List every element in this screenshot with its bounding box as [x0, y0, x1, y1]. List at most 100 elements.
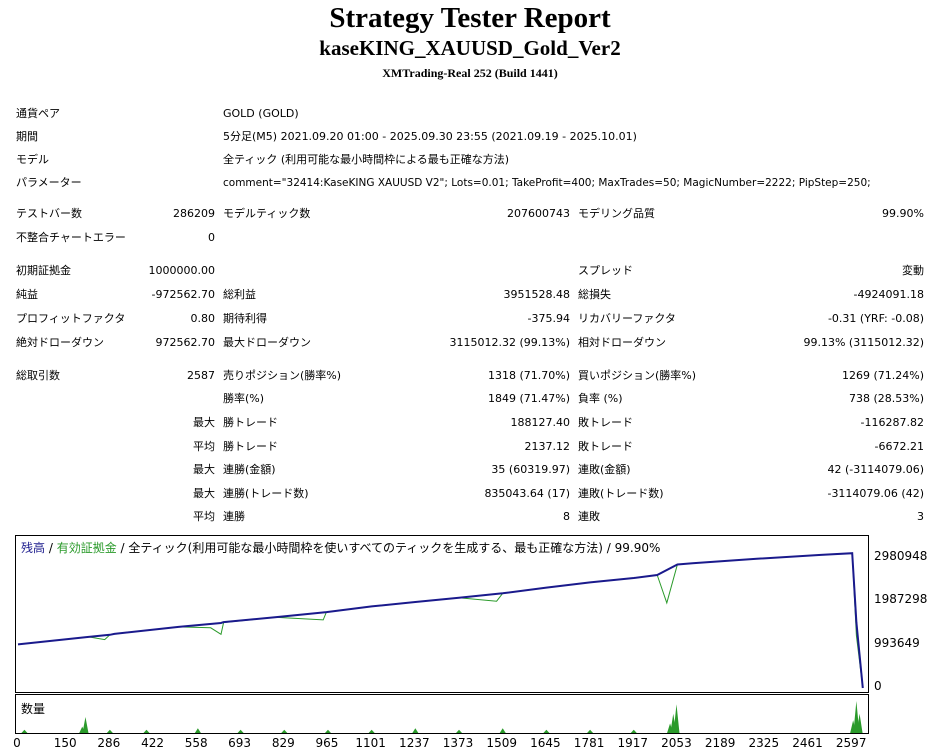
maxdd-value: 3115012.32 (99.13%): [449, 336, 570, 349]
lossrate-value: 738 (28.53%): [848, 392, 924, 405]
avg-cons-loss-label: 連敗: [578, 510, 600, 523]
volume-bar: [587, 729, 594, 733]
long-label: 買いポジション(勝率%): [578, 369, 697, 382]
reldd-value: 99.13% (3115012.32): [803, 336, 924, 349]
x-tick-label: 965: [315, 736, 339, 750]
model-value: 全ティック (利用可能な最小時間枠による最も正確な方法): [223, 153, 510, 166]
volume-bar: [856, 713, 863, 733]
x-tick-label: 829: [271, 736, 295, 750]
x-tick-label: 286: [97, 736, 121, 750]
period-value: 5分足(M5) 2021.09.20 01:00 - 2025.09.30 23…: [223, 130, 637, 143]
balance-chart: 残高 / 有効証拠金 / 全ティック(利用可能な最小時間枠を使いすべてのティック…: [15, 535, 869, 693]
report-title: Strategy Tester Report: [329, 2, 611, 34]
netprofit-label: 純益: [16, 288, 38, 301]
expected-value: -375.94: [527, 312, 570, 325]
x-tick-label: 0: [13, 736, 21, 750]
volume-bar: [106, 729, 113, 733]
reldd-label: 相対ドローダウン: [578, 336, 666, 349]
mismatch-value: 0: [208, 231, 215, 244]
cons-wins-money-value: 35 (60319.97): [491, 463, 570, 476]
volume-chart: 数量: [15, 694, 869, 734]
short-label: 売りポジション(勝率%): [223, 369, 342, 382]
avg-loss-label: 敗トレード: [578, 440, 633, 453]
x-tick-label: 1509: [486, 736, 517, 750]
volume-bar: [499, 728, 506, 733]
lossrate-label: 負率 (%): [578, 392, 623, 405]
grossprofit-value: 3951528.48: [503, 288, 570, 301]
pf-label: プロフィットファクタ: [16, 312, 126, 325]
expected-label: 期待利得: [223, 312, 267, 325]
largest-win-label: 勝トレード: [223, 416, 278, 429]
equity-line: [17, 552, 864, 689]
avg-cons-wins-label: 連勝: [223, 510, 245, 523]
cons-loss-money-label: 連敗(金額): [578, 463, 631, 476]
chart-legend: 残高 / 有効証拠金 / 全ティック(利用可能な最小時間枠を使いすべてのティック…: [21, 539, 660, 556]
volume-bar: [281, 729, 288, 733]
avg-cons-wins-value: 8: [563, 510, 570, 523]
grossprofit-label: 総利益: [223, 288, 256, 301]
avg-label: 平均: [193, 440, 215, 453]
deposit-label: 初期証拠金: [16, 264, 71, 277]
balance-chart-svg: [17, 552, 864, 689]
x-tick-label: 1237: [399, 736, 430, 750]
volume-bar: [673, 704, 680, 733]
short-value: 1318 (71.70%): [487, 369, 570, 382]
spread-value: 変動: [902, 264, 924, 277]
x-tick-label: 1781: [573, 736, 605, 750]
max-label: 最大: [193, 416, 215, 429]
x-tick-label: 2053: [661, 736, 692, 750]
avg-label-2: 平均: [193, 510, 215, 523]
max-label-3: 最大: [193, 487, 215, 500]
bars-label: テストバー数: [16, 207, 82, 220]
recovery-value: -0.31 (YRF: -0.08): [827, 312, 924, 325]
x-tick-label: 558: [184, 736, 208, 750]
params-label: パラメーター: [16, 176, 82, 189]
largest-win-value: 188127.40: [510, 416, 571, 429]
cons-loss-count-value: -3114079.06 (42): [827, 487, 924, 500]
cons-wins-count-value: 835043.64 (17): [484, 487, 570, 500]
pair-label: 通貨ペア: [16, 107, 60, 120]
volume-bar: [143, 729, 150, 733]
legend-balance: 残高: [21, 541, 46, 555]
report-subtitle: kaseKING_XAUUSD_Gold_Ver2: [319, 36, 621, 60]
volume-bar: [194, 728, 201, 733]
y-tick-label: 1987298: [874, 592, 928, 607]
model-label: モデル: [16, 153, 49, 166]
x-tick-label: 1645: [530, 736, 561, 750]
x-tick-label: 2597: [835, 736, 867, 750]
balance-line: [17, 552, 864, 689]
avg-loss-value: -6672.21: [874, 440, 924, 453]
x-tick-label: 2325: [748, 736, 780, 750]
volume-chart-svg: [21, 701, 863, 733]
largest-loss-value: -116287.82: [860, 416, 924, 429]
legend-equity: 有効証拠金: [56, 541, 117, 555]
cons-wins-money-label: 連勝(金額): [223, 463, 276, 476]
volume-bar: [21, 729, 28, 733]
maxdd-label: 最大ドローダウン: [223, 336, 311, 349]
volume-bar: [82, 717, 89, 733]
volume-bar: [543, 729, 550, 733]
grossloss-value: -4924091.18: [853, 288, 924, 301]
legend-sep: /: [45, 541, 57, 555]
winrate-label: 勝率(%): [223, 392, 265, 405]
largest-loss-label: 敗トレード: [578, 416, 633, 429]
recovery-label: リカバリーファクタ: [578, 312, 676, 325]
trades-label: 総取引数: [16, 369, 60, 382]
cons-wins-count-label: 連勝(トレード数): [223, 487, 309, 500]
avg-cons-loss-value: 3: [917, 510, 924, 523]
x-tick-label: 2461: [792, 736, 823, 750]
volume-label: 数量: [21, 702, 46, 716]
trades-value: 2587: [187, 369, 215, 382]
long-value: 1269 (71.24%): [841, 369, 924, 382]
y-tick-label: 0: [874, 679, 882, 693]
x-tick-label: 1101: [355, 736, 386, 750]
quality-value: 99.90%: [882, 207, 924, 220]
x-tick-label: 1373: [442, 736, 474, 750]
winrate-value: 1849 (71.47%): [487, 392, 570, 405]
ticks-value: 207600743: [507, 207, 570, 220]
volume-bar: [324, 729, 331, 733]
volume-bar: [456, 729, 463, 733]
report-server: XMTrading-Real 252 (Build 1441): [382, 66, 558, 80]
mismatch-label: 不整合チャートエラー: [16, 231, 126, 244]
deposit-value: 1000000.00: [148, 264, 215, 277]
